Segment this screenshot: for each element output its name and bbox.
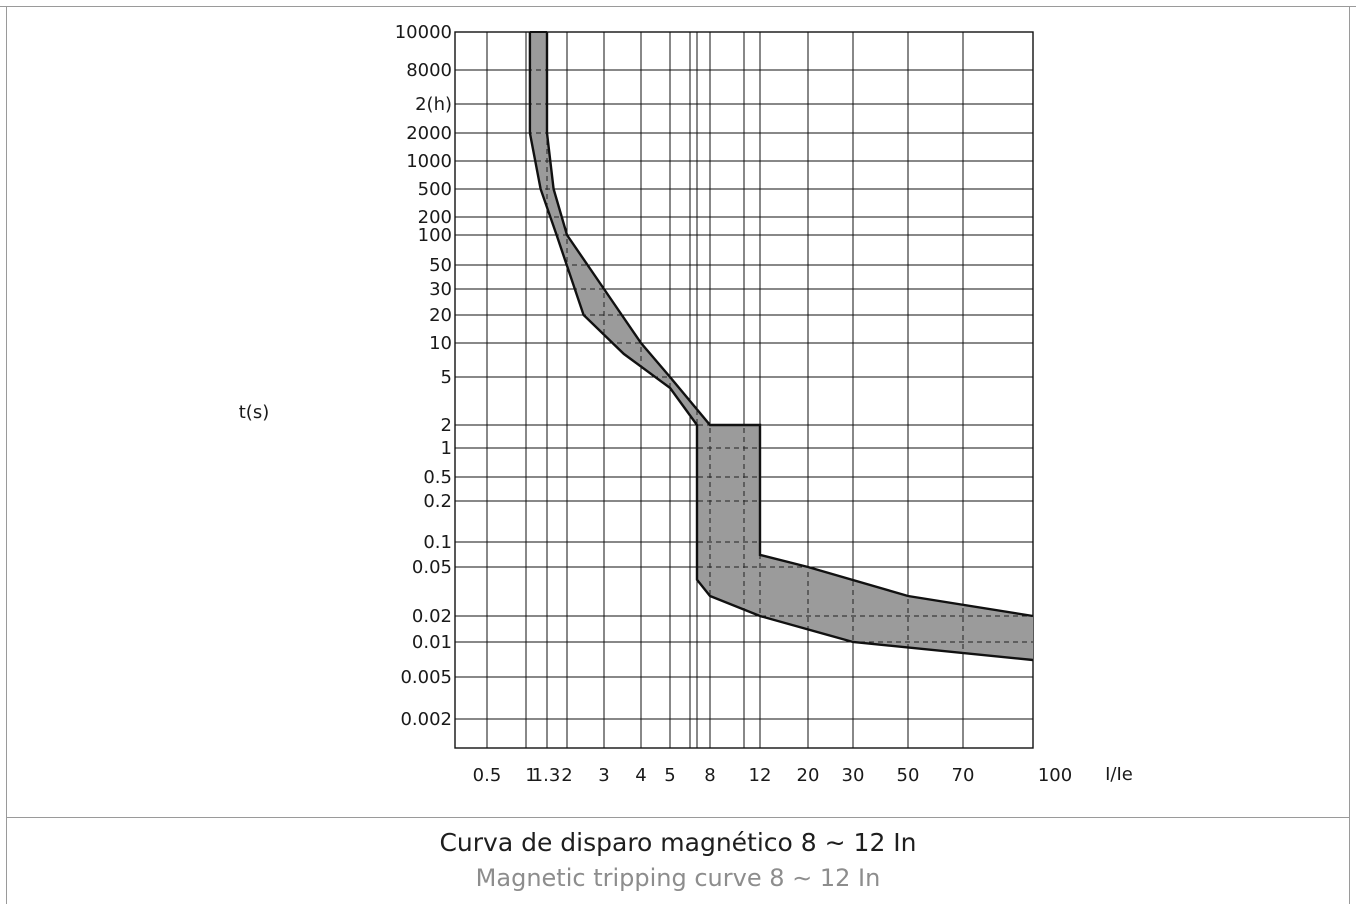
- x-tick-label: 100: [1038, 765, 1072, 786]
- y-tick-label: 100: [418, 225, 452, 246]
- y-tick-label: 200: [418, 207, 452, 228]
- x-tick-label: 8: [704, 765, 715, 786]
- y-tick-label: 5: [441, 367, 452, 388]
- y-tick-label: 2: [441, 415, 452, 436]
- x-tick-label: 20: [797, 765, 820, 786]
- grid-lines: [454, 31, 1034, 749]
- frame-top-border: [0, 6, 1356, 7]
- y-tick-label: 0.005: [400, 667, 452, 688]
- tripping-band-upper-curve: [545, 32, 1034, 618]
- y-tick-label: 2000: [406, 123, 452, 144]
- x-tick-label: 4: [635, 765, 646, 786]
- y-tick-label: 50: [429, 255, 452, 276]
- y-tick-label: 0.05: [412, 557, 452, 578]
- y-tick-label: 8000: [406, 60, 452, 81]
- x-tick-label: 1.3: [532, 765, 561, 786]
- x-tick-label: 5: [664, 765, 675, 786]
- y-tick-label: 20: [429, 305, 452, 326]
- tripping-curve-chart: 1000080002(h)200010005002001005030201052…: [239, 22, 1133, 786]
- x-tick-label: 12: [749, 765, 772, 786]
- x-tick-labels: 0.5 11.3 2 3 4 5 8 12 20 30 50 70 100: [473, 765, 1073, 786]
- y-tick-label: 0.002: [400, 709, 452, 730]
- x-tick-label: 2: [561, 765, 572, 786]
- tripping-band-fill: [529, 32, 1033, 660]
- x-tick-label: 70: [952, 765, 975, 786]
- y-tick-label: 0.01: [412, 632, 452, 653]
- frame-left-border: [6, 6, 7, 904]
- y-tick-label: 0.1: [423, 532, 452, 553]
- x-tick-label: 0.5: [473, 765, 502, 786]
- y-tick-label: 500: [418, 179, 452, 200]
- y-tick-label: 1000: [406, 151, 452, 172]
- y-tick-label: 0.2: [423, 491, 452, 512]
- x-axis-label: I/Ie: [1105, 764, 1133, 785]
- caption-spanish: Curva de disparo magnético 8 ∼ 12 In: [439, 828, 917, 857]
- x-tick-label: 50: [897, 765, 920, 786]
- x-tick-label: 1: [525, 765, 536, 786]
- x-tick-label: 30: [842, 765, 865, 786]
- y-tick-label: 0.02: [412, 606, 452, 627]
- caption-english: Magnetic tripping curve 8 ∼ 12 In: [475, 864, 881, 892]
- y-tick-label: 10000: [395, 22, 452, 43]
- y-tick-label: 30: [429, 279, 452, 300]
- caption-divider: [6, 817, 1349, 818]
- y-tick-label: 0.5: [423, 467, 452, 488]
- y-tick-label: 10: [429, 333, 452, 354]
- x-tick-label: 3: [598, 765, 609, 786]
- tripping-band-lower-curve: [528, 32, 1034, 662]
- frame-right-border: [1349, 6, 1350, 904]
- y-tick-label: 1: [441, 438, 452, 459]
- y-axis-label: t(s): [239, 402, 269, 423]
- y-tick-label: 2(h): [415, 94, 452, 115]
